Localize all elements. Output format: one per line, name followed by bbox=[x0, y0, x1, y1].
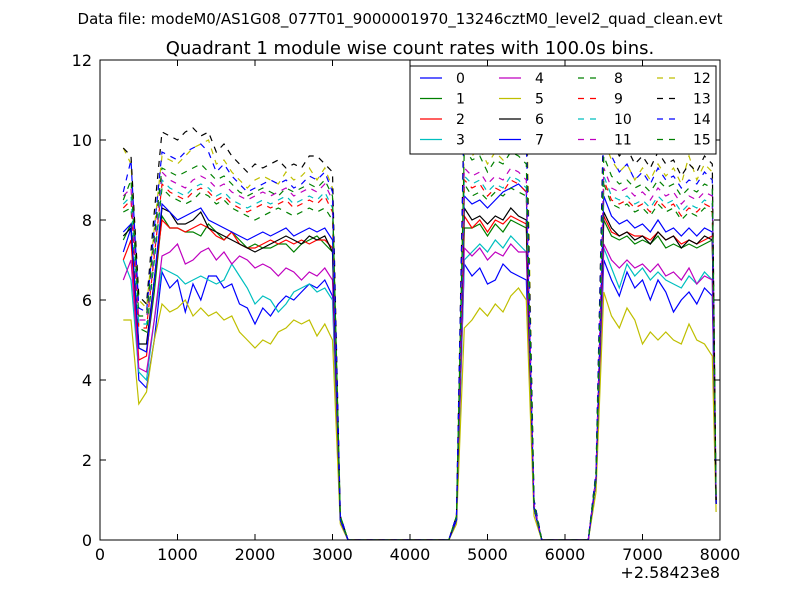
y-tick-label: 10 bbox=[72, 131, 92, 150]
series-line-7 bbox=[122, 183, 717, 540]
series-line-0 bbox=[122, 227, 717, 540]
y-tick-label: 6 bbox=[82, 291, 92, 310]
x-axis-offset-label: +2.58423e8 bbox=[620, 563, 720, 582]
x-tick-label: 5000 bbox=[467, 545, 508, 564]
x-tick-label: 4000 bbox=[390, 545, 431, 564]
series-line-3 bbox=[122, 235, 717, 540]
x-tick-label: 3000 bbox=[312, 545, 353, 564]
x-tick-label: 6000 bbox=[545, 545, 586, 564]
legend-label-9: 9 bbox=[614, 92, 623, 108]
legend-label-5: 5 bbox=[535, 92, 544, 108]
legend-label-11: 11 bbox=[614, 133, 632, 149]
legend-label-4: 4 bbox=[535, 71, 544, 87]
legend-label-1: 1 bbox=[456, 92, 465, 108]
legend-box bbox=[409, 65, 717, 155]
x-tick-label: 0 bbox=[95, 545, 105, 564]
legend-label-15: 15 bbox=[693, 133, 711, 149]
y-tick-label: 8 bbox=[82, 211, 92, 230]
series-lines bbox=[122, 87, 717, 540]
series-line-11 bbox=[122, 166, 717, 540]
legend-label-0: 0 bbox=[456, 71, 465, 87]
y-tick-label: 2 bbox=[82, 451, 92, 470]
series-line-13 bbox=[122, 95, 717, 540]
series-line-9 bbox=[122, 178, 717, 540]
legend-label-8: 8 bbox=[614, 71, 623, 87]
x-tick-label: 1000 bbox=[157, 545, 198, 564]
x-tick-label: 2000 bbox=[235, 545, 276, 564]
legend-label-13: 13 bbox=[693, 92, 711, 108]
legend-label-7: 7 bbox=[535, 133, 544, 149]
plot-area: 0 1000 2000 3000 4000 5000 6000 7000 80000246810… bbox=[72, 51, 741, 564]
chart-title: Quadrant 1 module wise count rates with … bbox=[166, 38, 655, 59]
legend-label-14: 14 bbox=[693, 112, 711, 128]
series-line-5 bbox=[123, 287, 717, 540]
x-tick-label: 8000 bbox=[700, 545, 741, 564]
x-tick-label: 7000 bbox=[622, 545, 663, 564]
series-line-15 bbox=[122, 146, 717, 540]
legend-label-2: 2 bbox=[456, 112, 465, 128]
legend-label-12: 12 bbox=[693, 71, 711, 87]
series-line-4 bbox=[122, 242, 717, 540]
chart-supertitle: Data file: modeM0/AS1G08_077T01_90000019… bbox=[78, 10, 723, 29]
legend-label-3: 3 bbox=[456, 133, 465, 149]
legend-label-10: 10 bbox=[614, 112, 632, 128]
legend-label-6: 6 bbox=[535, 112, 544, 128]
y-tick-label: 4 bbox=[82, 371, 92, 390]
series-line-6 bbox=[122, 206, 717, 540]
y-tick-label: 12 bbox=[72, 51, 92, 70]
series-line-14 bbox=[122, 107, 717, 540]
y-tick-label: 0 bbox=[82, 531, 92, 550]
